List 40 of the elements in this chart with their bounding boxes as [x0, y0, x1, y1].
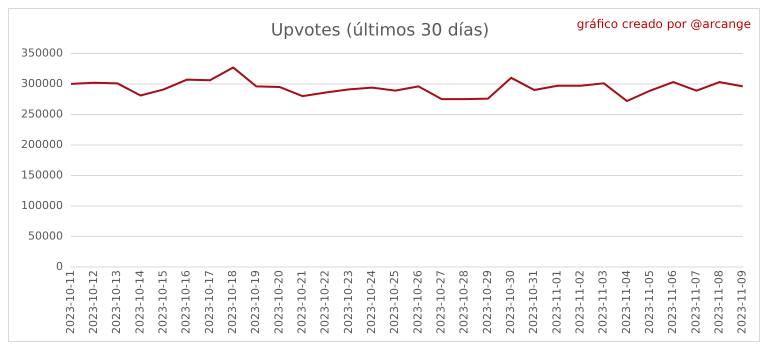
x-tick-label: 2023-10-20 [272, 270, 286, 334]
y-tick-label: 150000 [20, 168, 63, 182]
x-tick-label: 2023-10-15 [156, 270, 170, 334]
x-tick-label: 2023-10-27 [434, 270, 448, 334]
y-tick-label: 50000 [28, 229, 63, 242]
x-tick-label: 2023-10-25 [388, 270, 402, 334]
x-tick-label: 2023-10-28 [458, 270, 471, 334]
x-tick-label: 2023-11-06 [666, 270, 680, 334]
x-tick-label: 2023-10-22 [318, 270, 332, 334]
x-tick-label: 2023-10-13 [110, 270, 124, 334]
y-tick-label: 300000 [20, 76, 63, 90]
y-tick-label: 200000 [20, 138, 63, 151]
x-tick-label: 2023-11-05 [642, 270, 656, 334]
x-tick-label: 2023-11-04 [620, 270, 633, 334]
y-tick-label: 250000 [20, 107, 63, 120]
x-tick-label: 2023-10-29 [480, 270, 494, 334]
x-tick-label: 2023-11-09 [736, 270, 749, 334]
x-tick-label: 2023-10-16 [180, 270, 193, 334]
x-tick-label: 2023-10-17 [202, 270, 216, 334]
y-tick-label: 0 [56, 260, 63, 273]
x-tick-label: 2023-10-14 [133, 270, 146, 334]
text: gráfico creado por @arcange [576, 17, 751, 31]
x-tick-label: 2023-10-12 [87, 270, 100, 334]
x-tick-label: 2023-10-23 [342, 270, 355, 334]
x-tick-label: 2023-11-03 [596, 270, 610, 334]
x-tick-label: 2023-10-11 [64, 270, 77, 334]
x-tick-label: 2023-10-21 [296, 270, 309, 334]
x-tick-label: 2023-11-07 [689, 270, 702, 334]
x-tick-label: 2023-10-18 [226, 270, 240, 334]
x-tick-label: 2023-10-19 [249, 270, 262, 334]
x-tick-label: 2023-11-08 [712, 270, 726, 334]
x-tick-label: 2023-11-01 [550, 270, 564, 334]
x-tick-label: 2023-10-30 [504, 270, 517, 334]
x-tick-label: 2023-10-31 [527, 270, 540, 334]
y-tick-label: 350000 [20, 46, 63, 60]
x-tick-label: 2023-10-24 [365, 270, 378, 334]
chart-title: Upvotes (últimos 30 días) [270, 20, 490, 41]
x-tick-label: 2023-11-02 [574, 270, 586, 334]
y-tick-label: 100000 [20, 198, 63, 212]
x-tick-label: 2023-10-26 [411, 270, 424, 334]
